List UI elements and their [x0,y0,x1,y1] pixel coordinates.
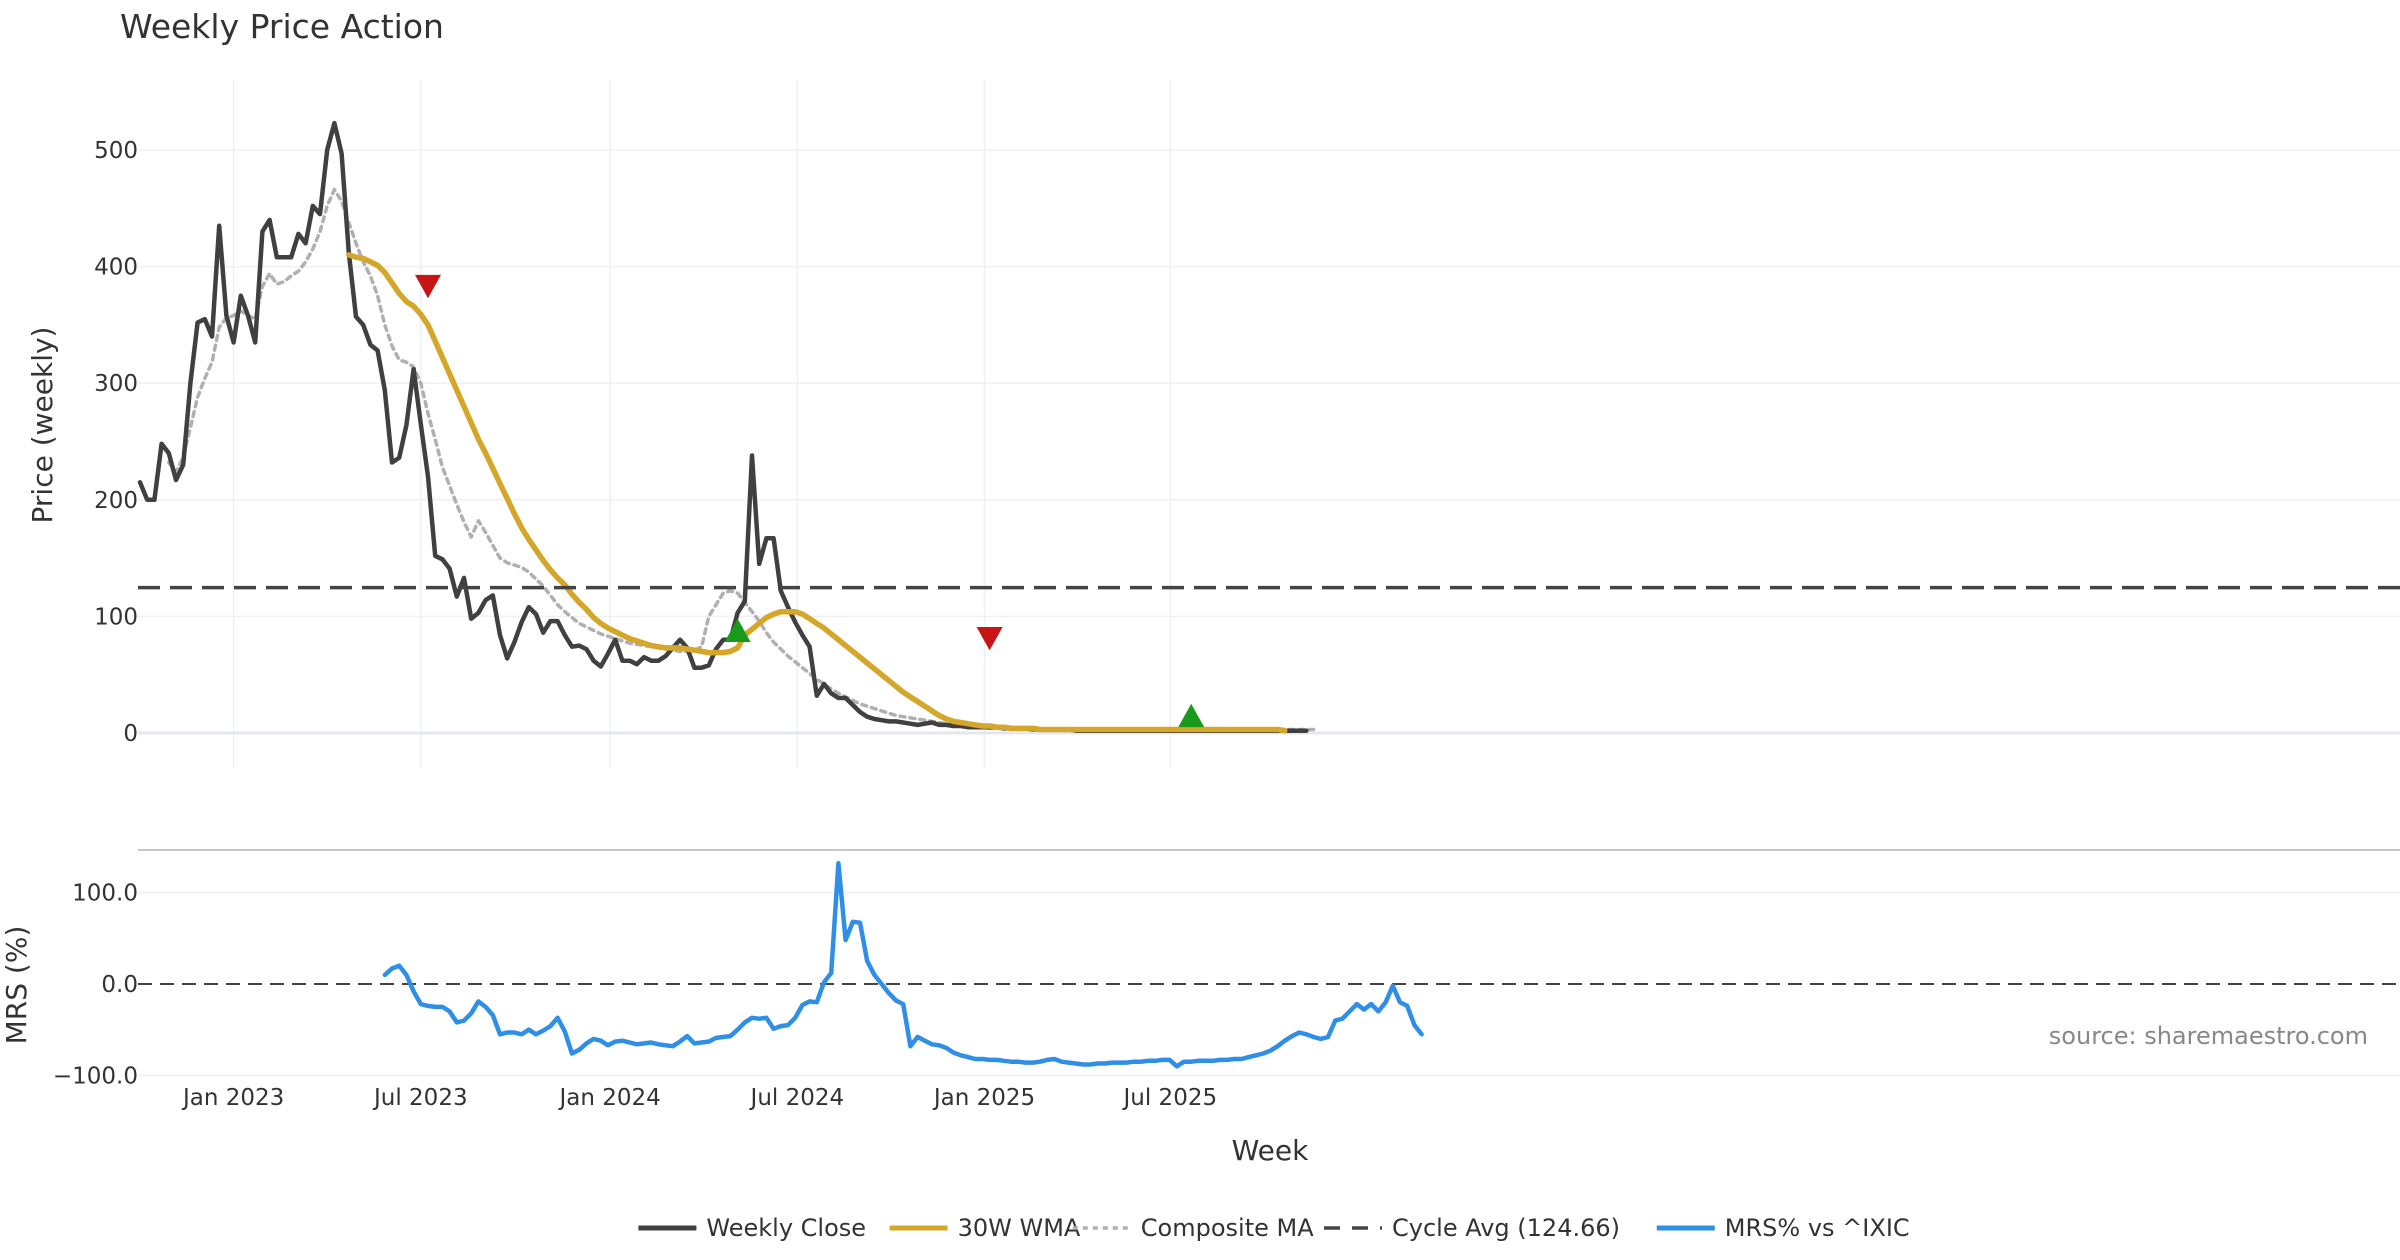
mrs-y-axis-title: MRS (%) [0,926,33,1045]
x-tick-label: Jan 2023 [181,1085,284,1111]
buy-signal-marker [1178,703,1205,728]
mrs-y-tick-label: 0.0 [101,972,138,998]
chart-title: Weekly Price Action [120,7,444,46]
mrs-series-group [382,861,1424,1069]
source-annotation: source: sharemaestro.com [2049,1022,2368,1050]
mrs-y-tick-label: 100.0 [72,881,138,907]
mrs-y-tick-label: −100.0 [53,1063,138,1089]
legend-label: MRS% vs ^IXIC [1725,1214,1910,1242]
price-gridlines [138,80,2400,851]
price-y-tick-label: 400 [94,255,138,281]
price-y-tick-label: 100 [94,604,138,630]
x-tick-label: Jul 2023 [372,1085,468,1111]
price-y-tick-label: 300 [94,371,138,397]
price-y-axis-title: Price (weekly) [26,327,59,524]
x-tick-label: Jan 2024 [558,1085,661,1111]
sell-signal-marker [976,626,1003,651]
y-tick-labels: 0 100 200 300 400 500 100.0 0.0 −100.0 [53,138,138,1089]
x-tick-label: Jan 2025 [932,1085,1035,1111]
price-y-tick-label: 0 [123,721,138,747]
legend-label: Weekly Close [706,1214,866,1242]
buy-signal-marker [724,618,751,642]
x-tick-label: Jul 2025 [1122,1085,1218,1111]
x-axis-title: Week [1232,1134,1309,1167]
sell-signal-marker [415,274,441,299]
legend: Weekly Close 30W WMA Composite MA Cycle Avg… [638,1214,1910,1242]
price-y-tick-label: 200 [94,488,138,514]
legend-label: Cycle Avg (124.66) [1392,1214,1620,1242]
signal-markers [415,274,1205,728]
mrs-gridlines [138,891,2400,1077]
price-y-tick-label: 500 [94,138,138,164]
wma-30w-line [346,252,1288,734]
x-tick-label: Jul 2024 [749,1085,845,1111]
legend-label: 30W WMA [958,1214,1081,1242]
mrs-line [382,861,1424,1069]
x-tick-labels: Jan 2023 Jul 2023 Jan 2024 Jul 2024 Jan 2025… [181,1085,1217,1111]
legend-label: Composite MA [1141,1214,1314,1242]
price-series-group [137,120,2400,734]
